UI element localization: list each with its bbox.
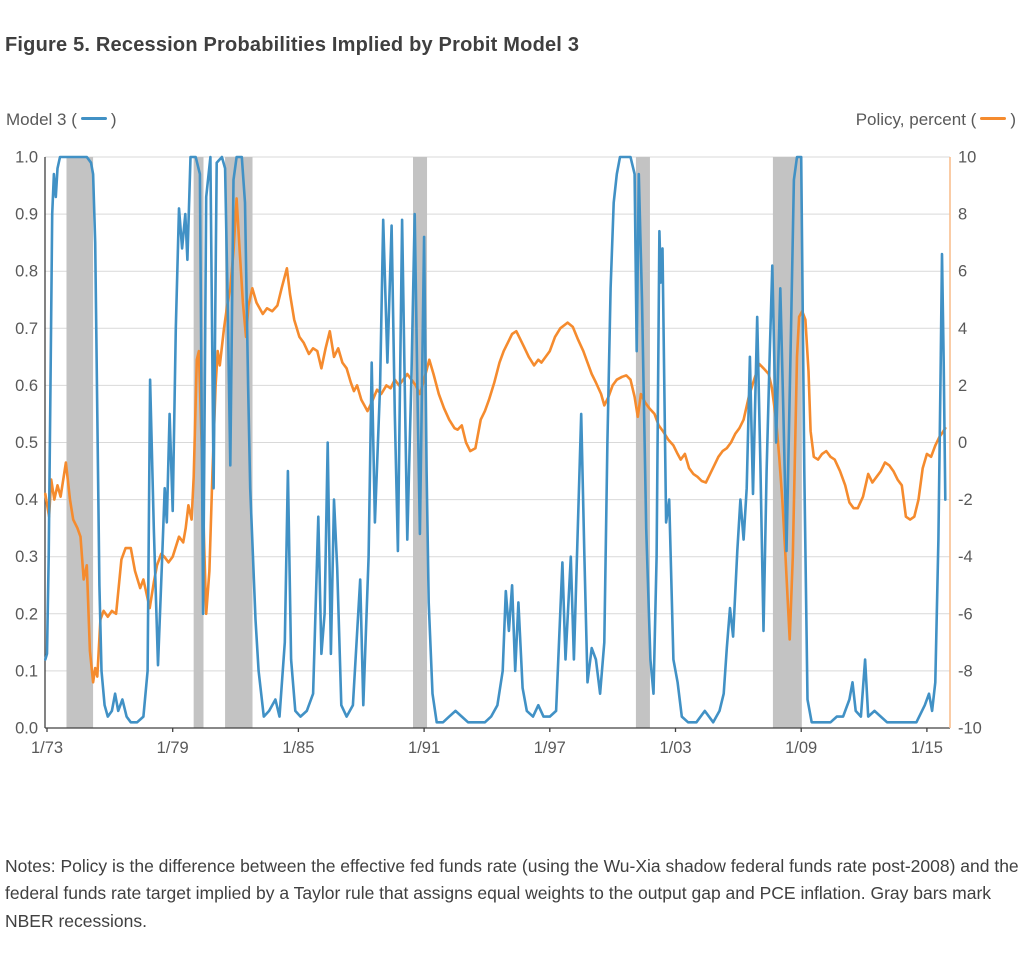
figure-title: Figure 5. Recession Probabilities Implie… xyxy=(5,34,580,56)
legend-model3-prefix: Model 3 ( xyxy=(6,110,77,129)
right-axis-tick-label: 8 xyxy=(958,206,967,224)
right-axis-tick-label: 10 xyxy=(958,149,976,167)
right-axis-tick-label: 2 xyxy=(958,377,967,395)
left-axis-tick-label: 0.1 xyxy=(15,662,38,680)
left-axis-tick-label: 0.2 xyxy=(15,605,38,623)
policy-line xyxy=(43,197,947,684)
x-axis-tick-label: 1/03 xyxy=(659,739,691,757)
right-axis-tick-label: 4 xyxy=(958,320,967,338)
recession-band xyxy=(635,157,650,728)
left-axis-tick-label: 0.7 xyxy=(15,320,38,338)
left-axis-tick-label: 0.4 xyxy=(15,491,38,509)
right-axis-tick-label: -8 xyxy=(958,662,973,680)
legend-policy: Policy, percent () xyxy=(856,110,1016,130)
left-axis-tick-label: 0.6 xyxy=(15,377,38,395)
left-axis-tick-label: 0.8 xyxy=(15,263,38,281)
left-axis-tick-label: 0.9 xyxy=(15,206,38,224)
left-axis-tick-label: 0.3 xyxy=(15,548,38,566)
recession-band xyxy=(193,157,204,728)
legend-policy-suffix: ) xyxy=(1010,110,1016,129)
right-axis-tick-label: -10 xyxy=(958,720,982,738)
right-axis-tick-label: -2 xyxy=(958,491,973,509)
policy-line-swatch xyxy=(980,117,1007,121)
right-axis-tick-label: -6 xyxy=(958,605,973,623)
x-axis-tick-label: 1/79 xyxy=(157,739,189,757)
right-axis-tick-label: 0 xyxy=(958,434,967,452)
legend-model3: Model 3 () xyxy=(6,110,117,130)
x-axis-tick-label: 1/73 xyxy=(31,739,63,757)
x-axis-tick-label: 1/15 xyxy=(911,739,943,757)
left-axis-tick-label: 0.0 xyxy=(15,720,38,738)
right-axis-tick-label: 6 xyxy=(958,263,967,281)
x-axis-tick-label: 1/97 xyxy=(534,739,566,757)
left-axis-tick-label: 0.5 xyxy=(15,434,38,452)
legend-model3-suffix: ) xyxy=(110,110,117,129)
model3-line xyxy=(43,155,947,724)
notes-text: Notes: Policy is the difference between … xyxy=(5,855,1019,931)
x-axis-tick-label: 1/09 xyxy=(785,739,817,757)
left-axis-tick-label: 1.0 xyxy=(15,149,38,167)
x-axis-tick-label: 1/91 xyxy=(408,739,440,757)
x-axis-tick-label: 1/85 xyxy=(282,739,314,757)
model3-line-swatch xyxy=(80,117,107,121)
legend-policy-prefix: Policy, percent ( xyxy=(855,110,977,129)
right-axis-tick-label: -4 xyxy=(958,548,973,566)
